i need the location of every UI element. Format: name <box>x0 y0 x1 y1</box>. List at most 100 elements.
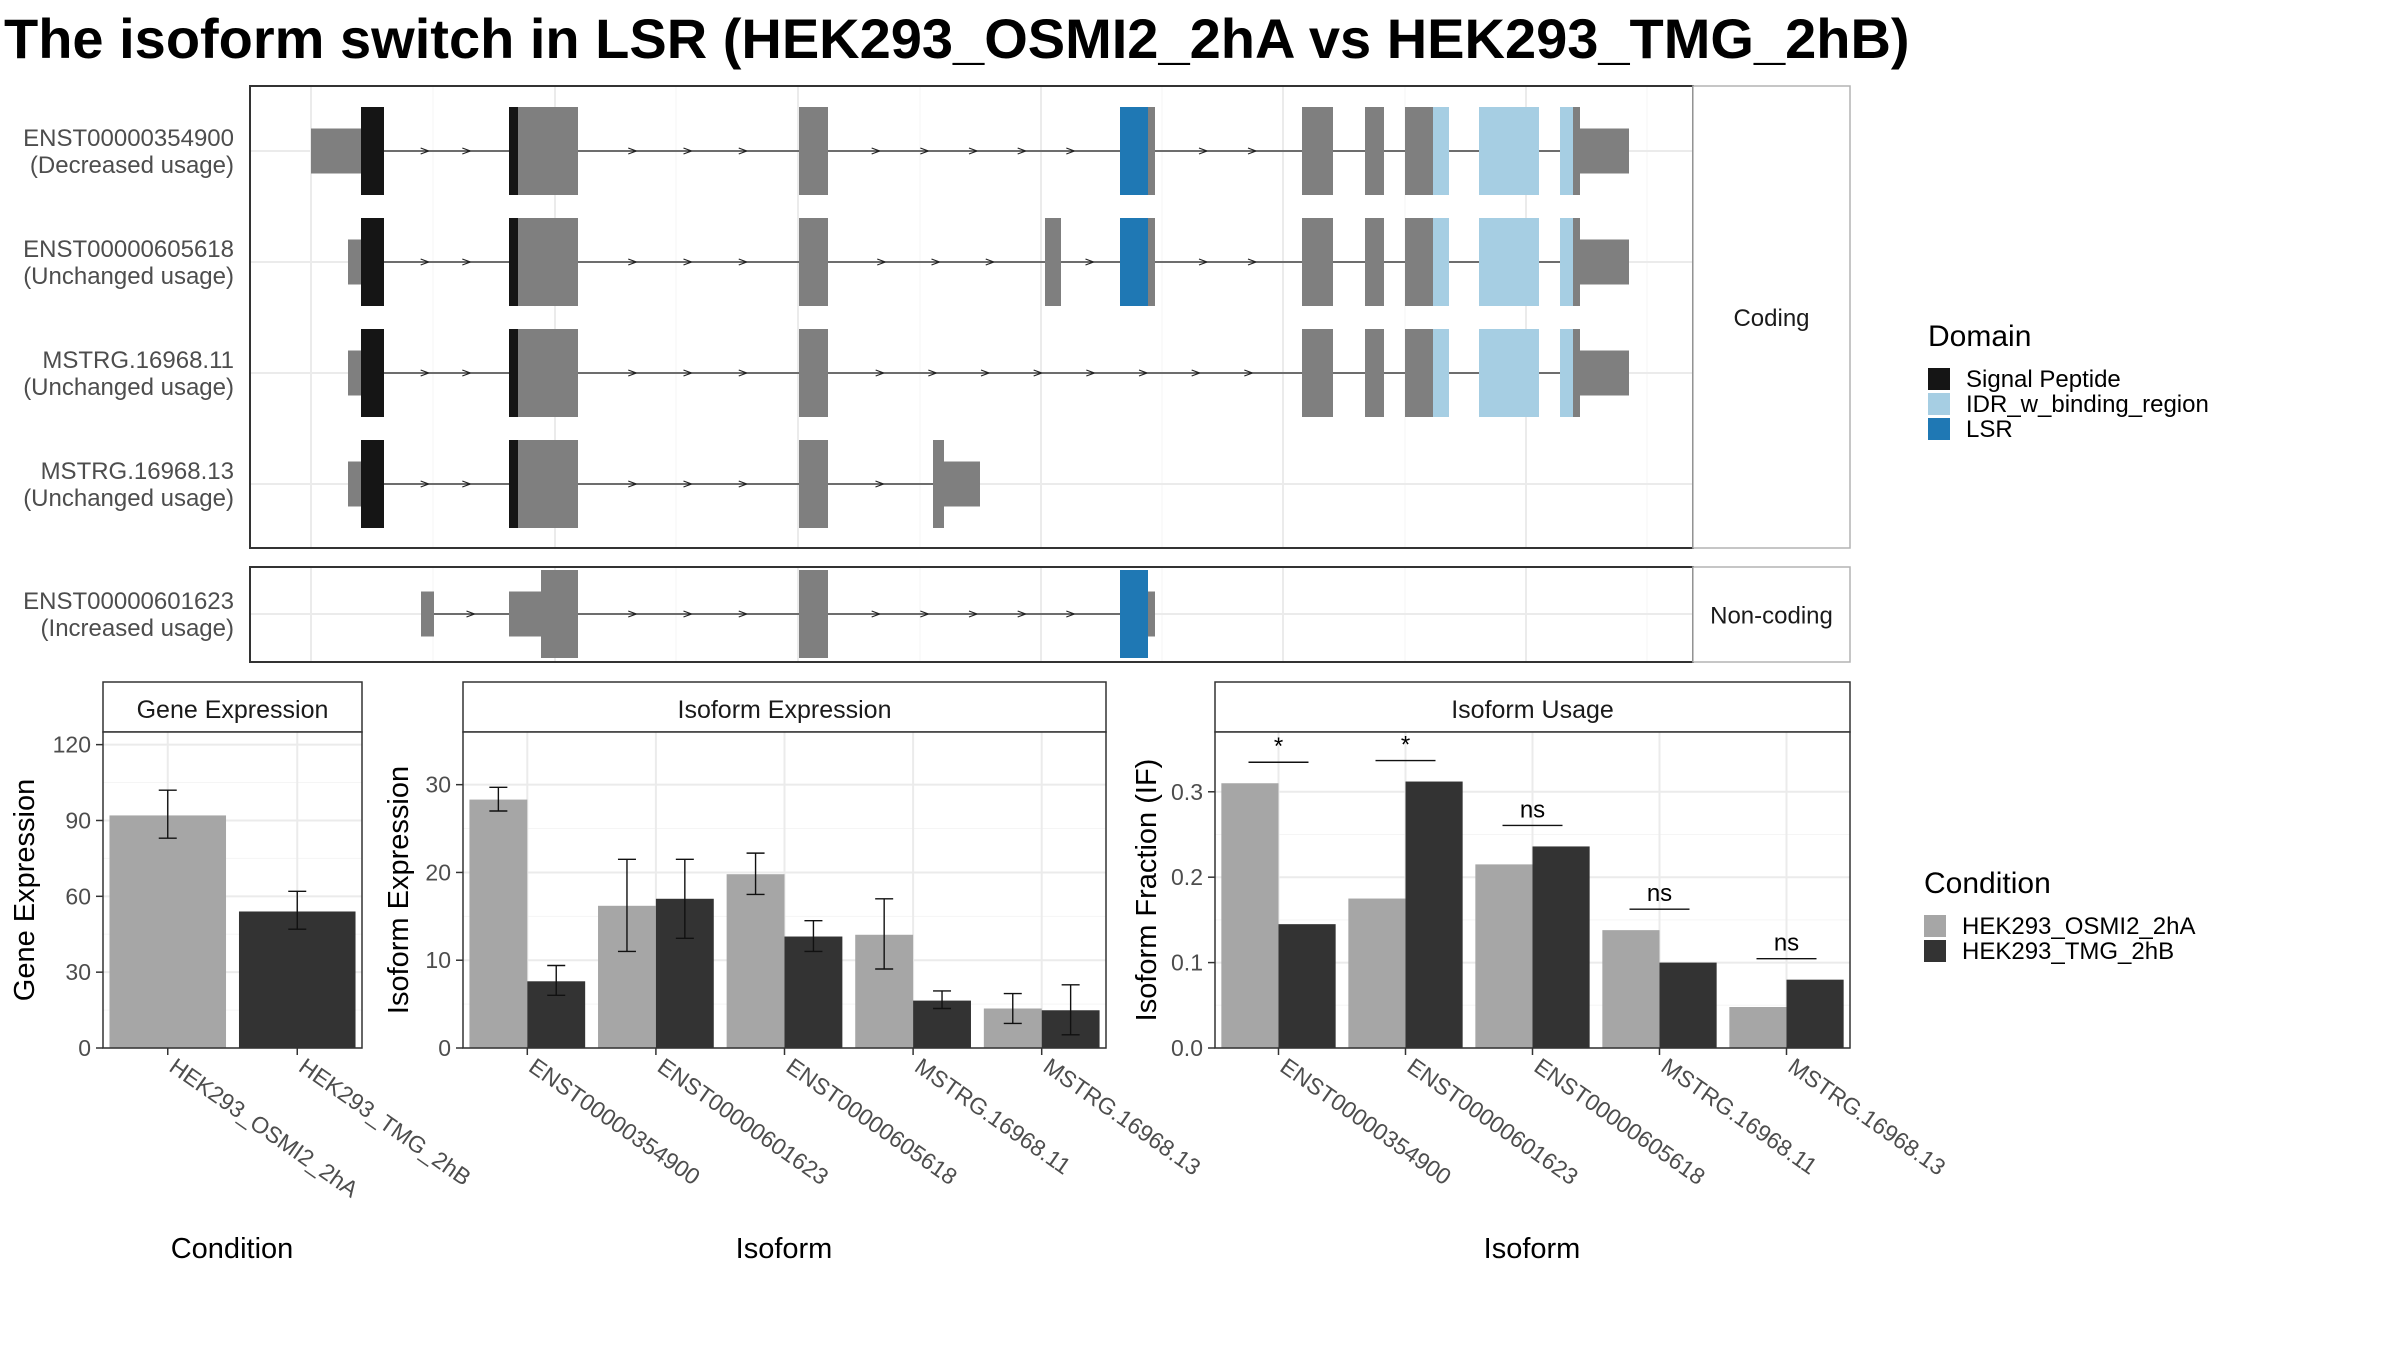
direction-arrow <box>1033 369 1044 377</box>
direction-arrow <box>928 369 939 377</box>
bar <box>1659 962 1717 1048</box>
idr-domain <box>1479 107 1539 195</box>
exon <box>799 570 828 658</box>
exon <box>799 329 828 417</box>
direction-arrow <box>1066 610 1077 618</box>
bar <box>238 911 356 1048</box>
direction-arrow <box>1198 258 1209 266</box>
y-tick-label: 0.1 <box>1171 950 1203 976</box>
chart-border <box>462 731 1107 1049</box>
legend-label: HEK293_OSMI2_2hA <box>1962 913 2195 940</box>
chart-border <box>102 731 363 1049</box>
bar <box>109 815 227 1048</box>
facet-label: Coding <box>1733 305 1809 332</box>
bar <box>1278 924 1336 1048</box>
exon <box>1045 218 1061 306</box>
exon <box>518 329 578 417</box>
transcript-id-label: ENST00000605618 <box>23 236 234 263</box>
direction-arrow <box>462 147 473 155</box>
exon <box>1302 218 1333 306</box>
bar <box>1602 930 1660 1048</box>
direction-arrow <box>683 258 694 266</box>
direction-arrow <box>875 480 886 488</box>
legend-label: LSR <box>1966 416 2013 443</box>
bar <box>1405 781 1463 1048</box>
exon <box>518 107 578 195</box>
direction-arrow <box>420 147 431 155</box>
direction-arrow <box>1138 369 1149 377</box>
exon <box>1302 107 1333 195</box>
transcript-id-label: ENST00000601623 <box>23 588 234 615</box>
direction-arrow <box>1066 147 1077 155</box>
y-axis-title: Isoform Fraction (IF) <box>1131 759 1163 1022</box>
legend-label: HEK293_TMG_2hB <box>1962 938 2174 965</box>
lsr-domain <box>1120 107 1148 195</box>
direction-arrow <box>628 258 638 266</box>
exon <box>518 440 578 528</box>
direction-arrow <box>1085 258 1096 266</box>
transcript-id-label: MSTRG.16968.13 <box>41 458 234 485</box>
transcript-track <box>311 107 1629 195</box>
y-axis-title: Isoform Expression <box>383 766 415 1014</box>
direction-arrow <box>420 369 431 377</box>
bar <box>1729 1007 1787 1048</box>
bar <box>1475 864 1533 1048</box>
legend-swatch <box>1924 915 1946 937</box>
direction-arrow <box>628 480 638 488</box>
chart-strip <box>462 681 1107 733</box>
bar <box>1786 979 1844 1048</box>
x-axis-title: Condition <box>171 1233 294 1265</box>
y-axis-title: Gene Expression <box>9 779 41 1001</box>
signal-peptide-domain <box>509 329 518 417</box>
direction-arrow <box>1247 258 1258 266</box>
exon <box>1365 107 1384 195</box>
legend-title: Domain <box>1928 320 2031 353</box>
idr-domain <box>1560 107 1573 195</box>
signal-peptide-domain <box>361 107 384 195</box>
y-tick-label: 0.2 <box>1171 864 1203 890</box>
y-tick-label: 120 <box>53 732 91 758</box>
exon <box>799 218 828 306</box>
exon <box>944 461 980 507</box>
direction-arrow <box>462 369 473 377</box>
bar <box>1532 846 1590 1048</box>
direction-arrow <box>738 610 749 618</box>
legend-label: Signal Peptide <box>1966 366 2121 393</box>
bar-chart-1: Isoform Expression0102030ENST00000354900… <box>383 681 1206 1265</box>
direction-arrow <box>462 480 473 488</box>
direction-arrow <box>466 610 477 618</box>
exon <box>1405 107 1433 195</box>
direction-arrow <box>683 480 694 488</box>
legend-title: Condition <box>1924 867 2051 900</box>
direction-arrow <box>683 369 694 377</box>
direction-arrow <box>1191 369 1202 377</box>
direction-arrow <box>628 369 638 377</box>
significance-label: ns <box>1520 796 1545 823</box>
exon <box>348 239 361 285</box>
direction-arrow <box>420 258 431 266</box>
exon <box>1148 218 1155 306</box>
signal-peptide-domain <box>361 329 384 417</box>
direction-arrow <box>628 147 638 155</box>
y-tick-label: 30 <box>65 959 91 985</box>
exon <box>1573 218 1580 306</box>
x-axis-title: Isoform <box>1484 1233 1581 1265</box>
significance-label: * <box>1274 733 1283 760</box>
direction-arrow <box>875 369 886 377</box>
idr-domain <box>1560 329 1573 417</box>
exon <box>348 350 361 396</box>
direction-arrow <box>462 258 473 266</box>
transcript-track <box>348 218 1629 306</box>
signal-peptide-domain <box>361 440 384 528</box>
chart-strip <box>1214 681 1851 733</box>
bar <box>784 936 843 1048</box>
legend-swatch <box>1928 393 1950 415</box>
idr-domain <box>1479 329 1539 417</box>
exon <box>1365 329 1384 417</box>
legend-swatch <box>1928 368 1950 390</box>
exon <box>1148 107 1155 195</box>
direction-arrow <box>920 610 931 618</box>
direction-arrow <box>1247 147 1258 155</box>
transcript-track <box>348 329 1629 417</box>
